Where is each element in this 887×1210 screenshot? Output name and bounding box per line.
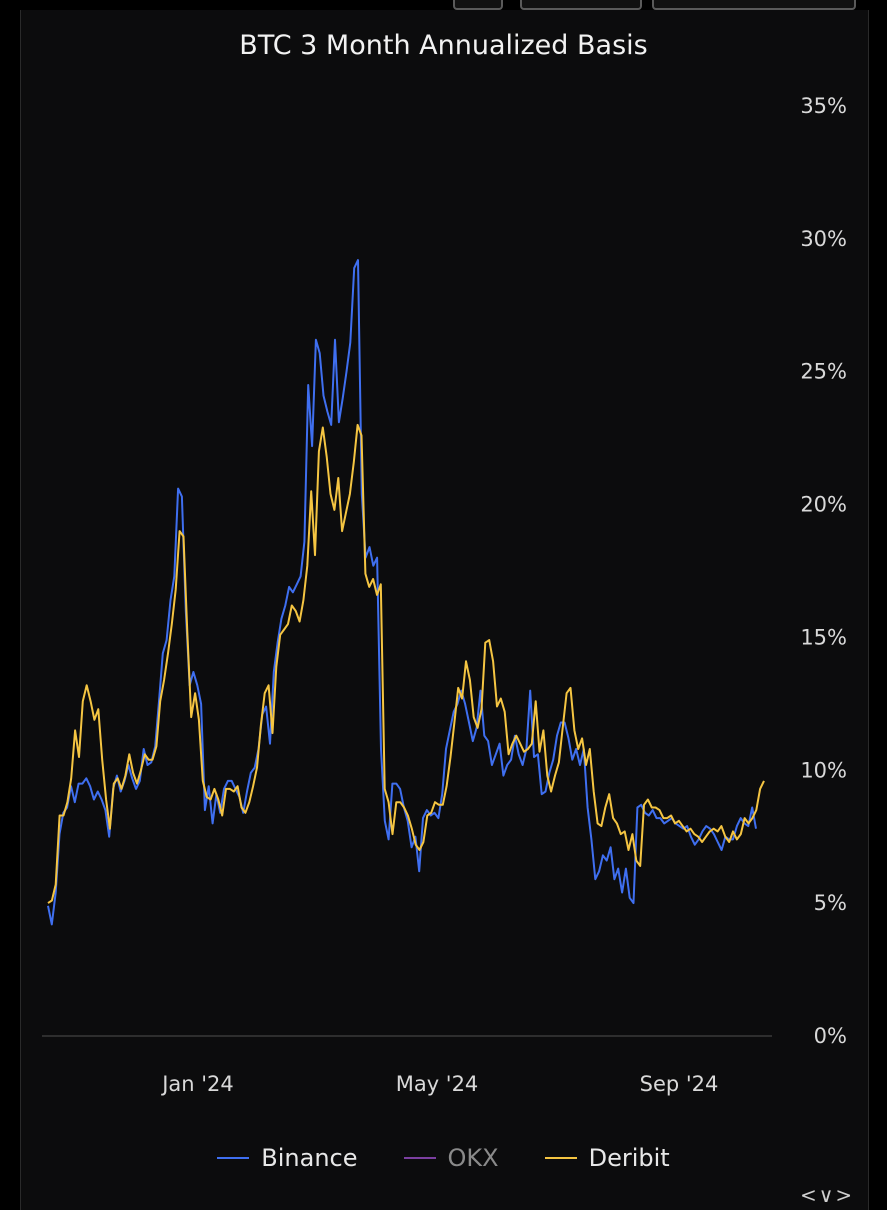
legend-item-deribit[interactable]: Deribit xyxy=(544,1144,670,1172)
y-tick-label: 10% xyxy=(800,758,847,782)
legend-swatch-deribit xyxy=(544,1157,577,1159)
top-tab[interactable] xyxy=(520,0,642,10)
series-group xyxy=(47,259,765,926)
y-tick-label: 35% xyxy=(800,94,847,118)
legend-swatch-binance xyxy=(217,1157,250,1159)
y-tick-label: 30% xyxy=(800,227,847,251)
series-line-binance xyxy=(47,259,757,926)
y-tick-label: 20% xyxy=(800,493,847,517)
chart-title: BTC 3 Month Annualized Basis xyxy=(239,30,648,61)
legend-item-okx[interactable]: OKX xyxy=(403,1144,499,1172)
y-tick-label: 0% xyxy=(814,1024,847,1048)
x-tick-label: Jan '24 xyxy=(160,1072,234,1096)
x-tick-label: Sep '24 xyxy=(640,1072,719,1096)
series-line-deribit xyxy=(47,423,765,904)
y-tick-label: 15% xyxy=(800,625,847,649)
legend-label-okx: OKX xyxy=(447,1144,499,1172)
legend-item-binance[interactable]: Binance xyxy=(217,1144,358,1172)
y-tick-label: 25% xyxy=(800,360,847,384)
legend-swatch-okx xyxy=(403,1157,436,1159)
top-tab[interactable] xyxy=(652,0,856,10)
y-axis: 0% 5% 10% 15% 20% 25% 30% 35% xyxy=(800,94,847,1048)
legend-label-binance: Binance xyxy=(261,1144,358,1172)
x-tick-label: May '24 xyxy=(396,1072,479,1096)
chart-panel xyxy=(20,10,869,1210)
y-tick-label: 5% xyxy=(814,891,847,915)
legend-pager-control[interactable]: <∨> xyxy=(800,1183,855,1207)
legend-label-deribit: Deribit xyxy=(588,1144,670,1172)
top-tab[interactable] xyxy=(453,0,503,10)
x-axis: Jan '24 May '24 Sep '24 xyxy=(160,1072,718,1096)
legend: Binance OKX Deribit xyxy=(0,1138,887,1178)
